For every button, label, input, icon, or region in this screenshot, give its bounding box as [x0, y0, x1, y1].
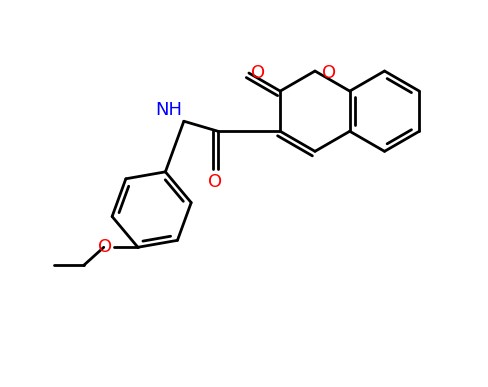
Text: O: O: [208, 173, 222, 192]
Text: NH: NH: [155, 101, 182, 119]
Text: O: O: [322, 64, 336, 82]
Text: O: O: [98, 238, 112, 256]
Text: O: O: [251, 64, 265, 82]
